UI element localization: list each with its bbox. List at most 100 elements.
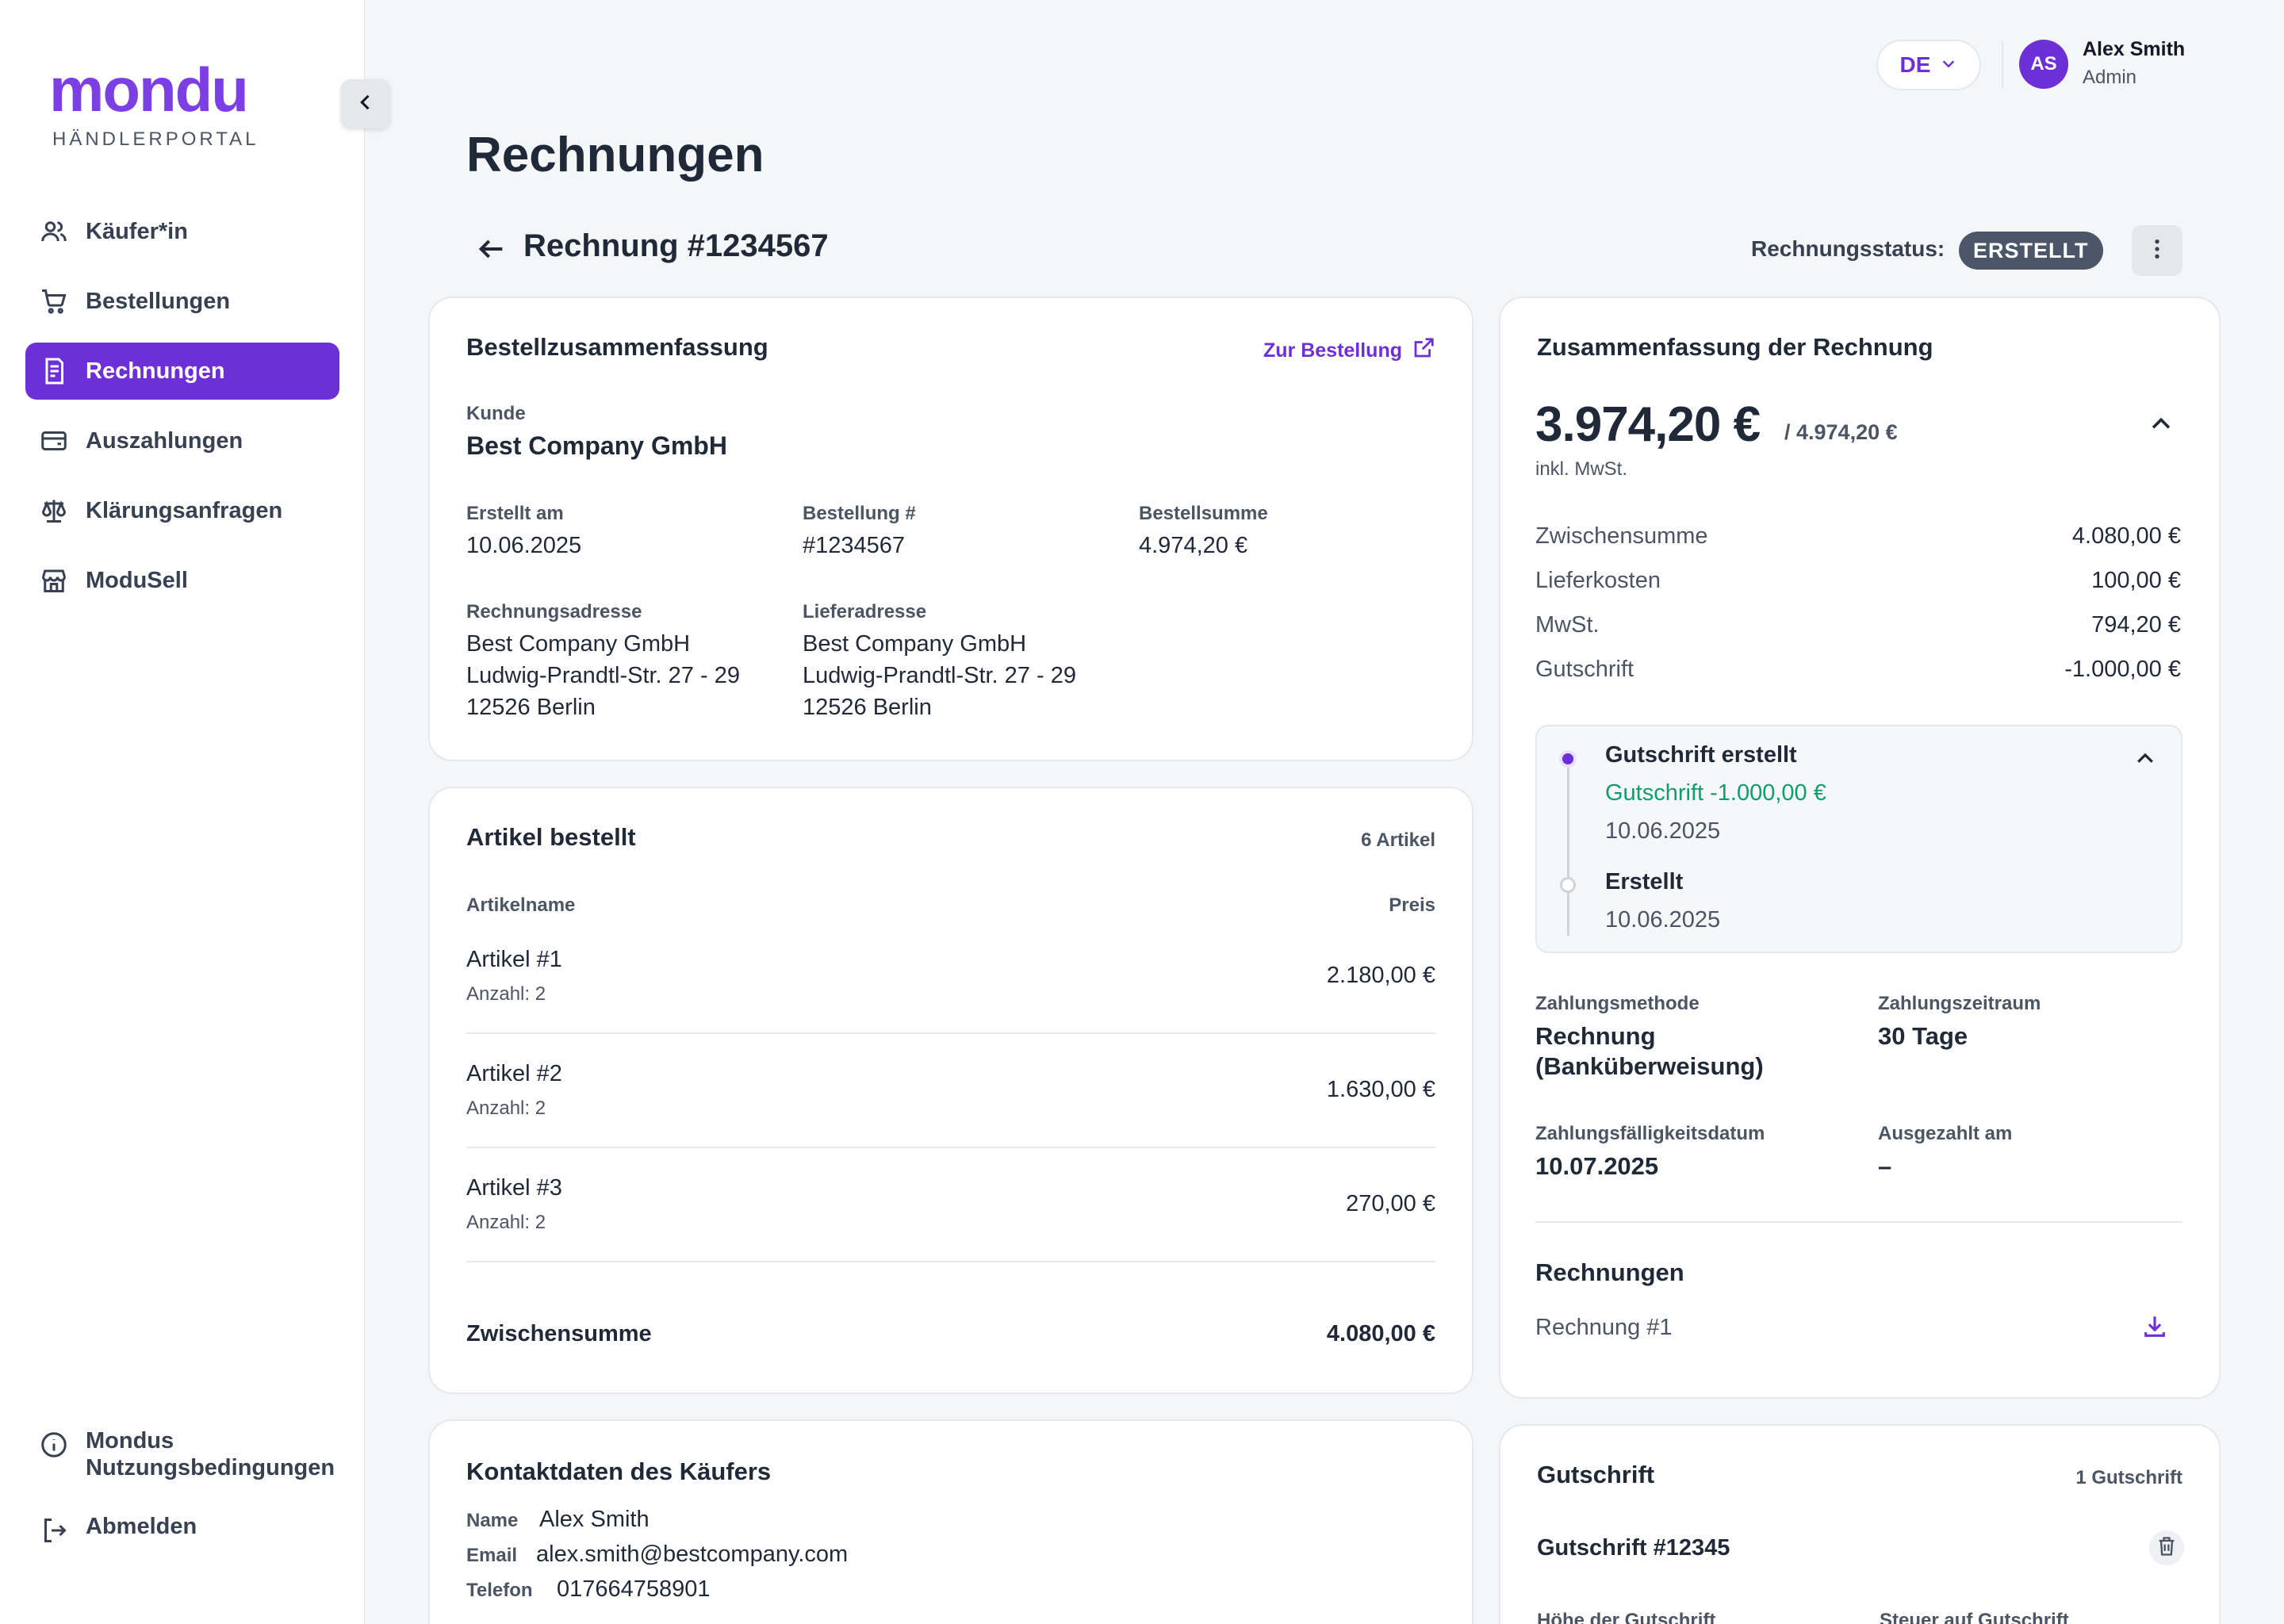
item-name: Artikel #2: [466, 1061, 562, 1086]
status-badge: ERSTELLT: [1959, 232, 2103, 270]
contact-title: Kontaktdaten des Käufers: [466, 1457, 772, 1485]
back-button[interactable]: [473, 232, 511, 270]
billing-address-line: Ludwig-Prandtl-Str. 27 - 29: [466, 663, 740, 688]
order-number-label: Bestellung #: [803, 503, 916, 524]
page-title: Rechnungen: [466, 128, 765, 182]
more-vertical-icon: [2144, 236, 2170, 266]
row-divider: [466, 1261, 1435, 1262]
invoice-original-amount: / 4.974,20 €: [1784, 420, 1898, 444]
chevron-down-icon: [1940, 52, 1957, 78]
language-select[interactable]: DE: [1876, 40, 1981, 90]
items-title: Artikel bestellt: [466, 823, 636, 851]
chevron-left-icon: [354, 91, 377, 117]
avatar[interactable]: AS: [2019, 40, 2068, 89]
column-header-name: Artikelname: [466, 894, 576, 916]
payment-method-value: Rechnung (Banküberweisung): [1535, 1022, 1764, 1080]
item-price: 1.630,00 €: [1326, 1077, 1435, 1102]
sidebar-item-label: Auszahlungen: [86, 427, 243, 454]
credit-count: 1 Gutschrift: [2075, 1467, 2182, 1488]
sidebar-bottom: Mondus Nutzungsbedingungen Abmelden: [25, 1427, 339, 1578]
wallet-icon: [38, 425, 70, 457]
order-total-label: Bestellsumme: [1139, 503, 1268, 524]
invoice-title: Rechnung #1234567: [523, 228, 829, 263]
collapse-sidebar-button[interactable]: [341, 79, 390, 128]
billing-address-label: Rechnungsadresse: [466, 601, 642, 622]
sidebar-item-label: Bestellungen: [86, 288, 231, 314]
timeline-dot-active: [1559, 750, 1577, 768]
sidebar-item-terms[interactable]: Mondus Nutzungsbedingungen: [25, 1427, 339, 1481]
logout-icon: [38, 1515, 70, 1546]
billing-address-line: Best Company GmbH: [466, 631, 691, 657]
language-value: DE: [1899, 52, 1931, 77]
chevron-up-icon: [2133, 753, 2157, 774]
invoice-summary-title: Zusammenfassung der Rechnung: [1537, 333, 1933, 361]
payment-method-label: Zahlungsmethode: [1535, 993, 1700, 1014]
payment-term-value: 30 Tage: [1878, 1022, 1968, 1050]
due-date-value: 10.07.2025: [1535, 1152, 1659, 1180]
user-role: Admin: [2083, 67, 2137, 88]
section-divider: [1535, 1221, 2182, 1223]
row-divider: [466, 1032, 1435, 1034]
billing-address-line: 12526 Berlin: [466, 695, 596, 720]
credit-amount-label: Höhe der Gutschrift: [1537, 1610, 1716, 1624]
go-to-order-label: Zur Bestellung: [1263, 339, 1402, 362]
sidebar-item-label: Käufer*in: [86, 218, 188, 244]
sidebar-item-invoices[interactable]: Rechnungen: [25, 343, 339, 400]
shipping-address-line: 12526 Berlin: [803, 695, 932, 720]
sidebar-item-orders[interactable]: Bestellungen: [25, 273, 339, 330]
credit-note-card: Gutschrift 1 Gutschrift Gutschrift #1234…: [1499, 1424, 2221, 1624]
timeline-event-title: Gutschrift erstellt: [1605, 742, 1797, 768]
paid-out-label: Ausgezahlt am: [1878, 1123, 2013, 1144]
invoice-file-name[interactable]: Rechnung #1: [1535, 1315, 1673, 1340]
user-name: Alex Smith: [2083, 38, 2186, 60]
sidebar-item-disputes[interactable]: Klärungsanfragen: [25, 482, 339, 539]
shipping-address-label: Lieferadresse: [803, 601, 927, 622]
sidebar-nav: Käufer*in Bestellungen Rechnungen Auszah…: [25, 203, 339, 622]
timeline-event-date: 10.06.2025: [1605, 907, 1721, 933]
external-link-icon: [1412, 336, 1435, 366]
users-icon: [38, 216, 70, 247]
row-divider: [466, 1147, 1435, 1148]
sidebar: mondu HÄNDLERPORTAL Käufer*in Bestellung…: [0, 0, 365, 1624]
order-summary-title: Bestellzusammenfassung: [466, 333, 768, 361]
summary-vat-label: MwSt.: [1535, 612, 1600, 638]
item-quantity: Anzahl: 2: [466, 1212, 546, 1233]
delete-credit-button[interactable]: [2149, 1530, 2184, 1565]
item-price: 270,00 €: [1346, 1191, 1435, 1216]
invoice-timeline: Gutschrift erstellt Gutschrift -1.000,00…: [1535, 725, 2182, 953]
summary-vat-value: 794,20 €: [2091, 612, 2181, 638]
sidebar-item-label: Abmelden: [86, 1514, 197, 1539]
sidebar-item-logout[interactable]: Abmelden: [25, 1513, 339, 1546]
contact-email-label: Email: [466, 1545, 518, 1566]
credit-note-id: Gutschrift #12345: [1537, 1535, 1730, 1561]
download-invoice-button[interactable]: [2141, 1313, 2168, 1344]
item-quantity: Anzahl: 2: [466, 983, 546, 1005]
sidebar-item-buyers[interactable]: Käufer*in: [25, 203, 339, 260]
contact-phone-label: Telefon: [466, 1580, 533, 1601]
arrow-left-icon: [476, 233, 508, 269]
item-price: 2.180,00 €: [1326, 963, 1435, 988]
sidebar-item-mondusell[interactable]: ModuSell: [25, 552, 339, 609]
timeline-line: [1567, 761, 1569, 936]
contact-name-label: Name: [466, 1510, 519, 1531]
sidebar-item-label: Klärungsanfragen: [86, 497, 283, 523]
more-options-button[interactable]: [2132, 225, 2182, 276]
customer-label: Kunde: [466, 403, 526, 424]
items-count: 6 Artikel: [1361, 829, 1435, 851]
logo[interactable]: mondu HÄNDLERPORTAL: [49, 59, 259, 151]
go-to-order-link[interactable]: Zur Bestellung: [1263, 336, 1435, 366]
order-total-value: 4.974,20 €: [1139, 533, 1248, 558]
ordered-items-card: Artikel bestellt 6 Artikel Artikelname P…: [428, 787, 1473, 1394]
order-summary-card: Bestellzusammenfassung Zur Bestellung Ku…: [428, 297, 1473, 761]
store-icon: [38, 565, 70, 596]
scale-icon: [38, 495, 70, 527]
summary-credit-label: Gutschrift: [1535, 657, 1634, 682]
item-name: Artikel #1: [466, 947, 562, 972]
sidebar-item-label: Mondus Nutzungsbedingungen: [86, 1428, 335, 1480]
contact-phone: 017664758901: [557, 1576, 711, 1602]
sidebar-item-payouts[interactable]: Auszahlungen: [25, 412, 339, 469]
collapse-timeline-button[interactable]: [2133, 747, 2157, 775]
collapse-summary-button[interactable]: [2148, 411, 2175, 442]
summary-subtotal-value: 4.080,00 €: [2071, 523, 2181, 549]
timeline-event-title: Erstellt: [1605, 869, 1684, 894]
